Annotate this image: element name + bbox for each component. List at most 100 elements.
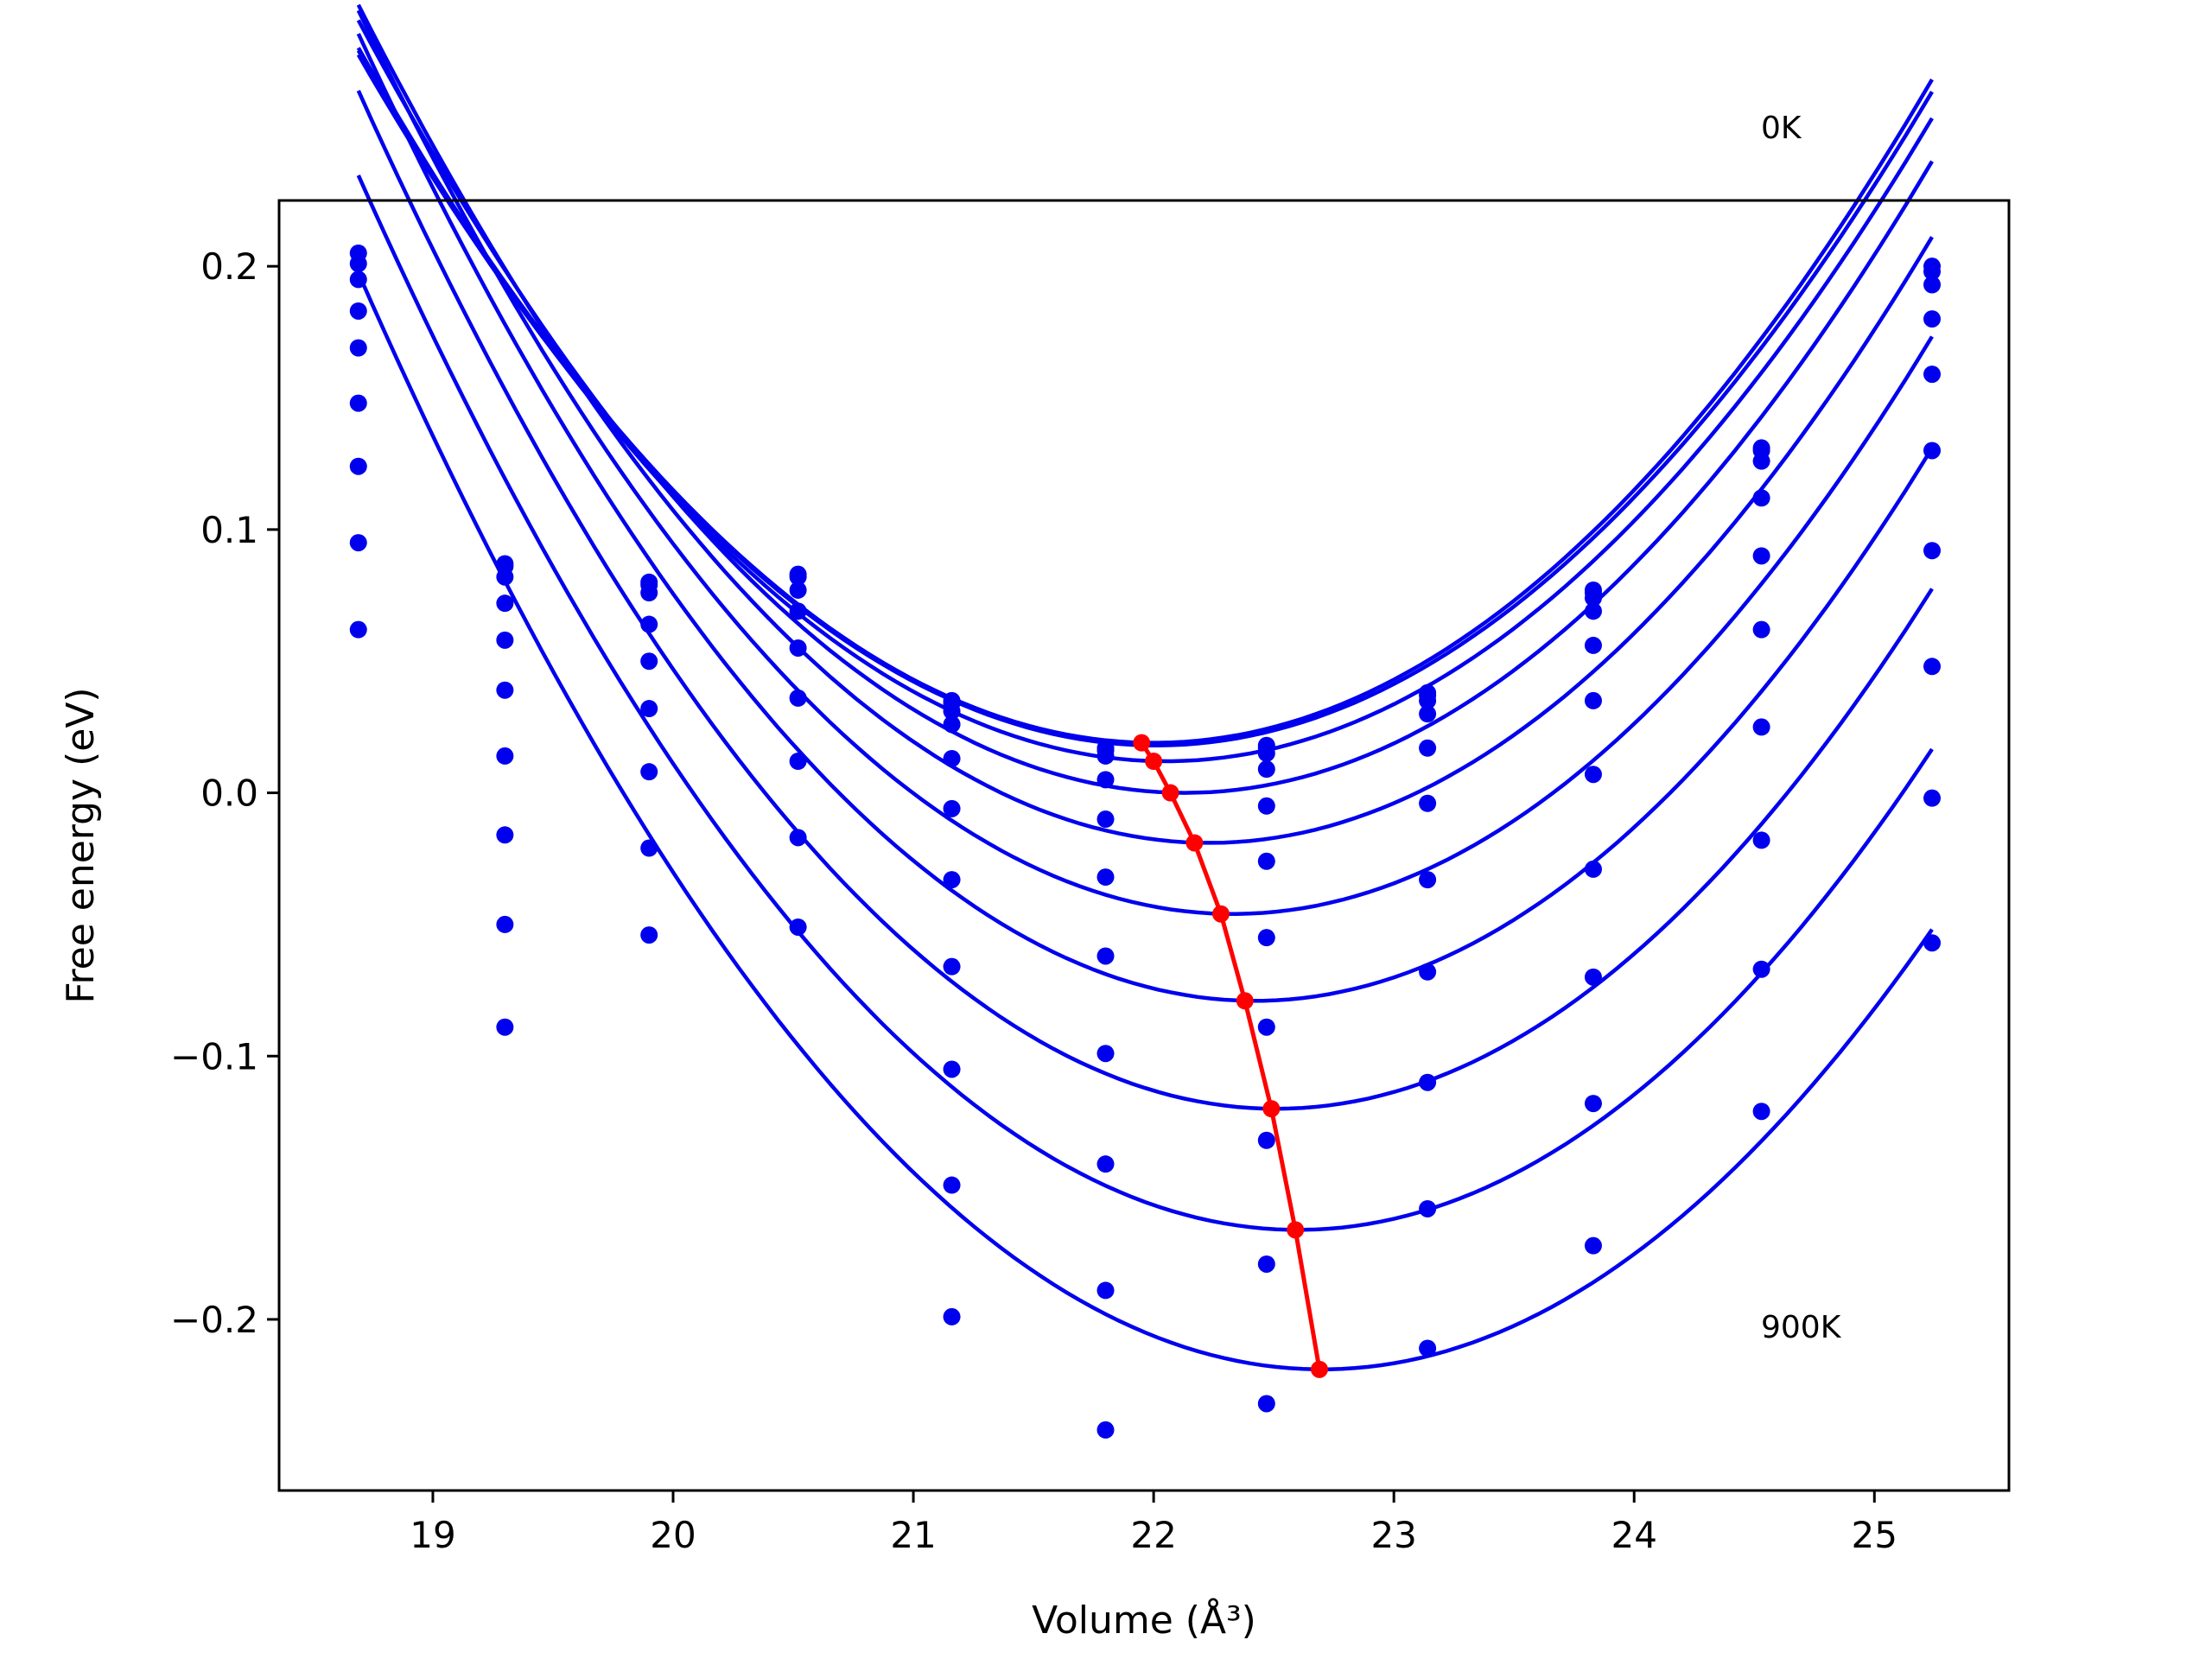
data-point [1419, 871, 1437, 889]
data-point [640, 926, 658, 944]
data-point [349, 457, 367, 475]
fit-curve [356, 19, 1934, 795]
data-point [496, 681, 514, 699]
data-point [1923, 276, 1942, 294]
data-point [1419, 1073, 1437, 1091]
data-point [1419, 1339, 1437, 1357]
data-point [1752, 489, 1770, 507]
x-tick-label: 25 [1852, 1514, 1897, 1556]
data-point [1584, 602, 1602, 620]
plot-frame [277, 199, 2011, 1492]
minimum-point [1133, 734, 1151, 752]
data-point [1923, 658, 1942, 676]
data-point [349, 394, 367, 412]
fit-curve [356, 10, 1934, 916]
fit-curve [356, 271, 1934, 1372]
data-point [640, 700, 658, 718]
y-tick-label: 0.0 [200, 772, 258, 815]
data-point [1923, 789, 1942, 807]
data-point [789, 568, 807, 586]
data-point [640, 615, 658, 633]
y-tick-label: 0.1 [200, 509, 258, 551]
data-point [1923, 310, 1942, 328]
data-point [1923, 442, 1942, 460]
data-point [349, 270, 367, 289]
data-point [1923, 542, 1942, 560]
data-point [349, 620, 367, 639]
x-axis-ticks: 19 20 21 22 23 24 25 [410, 1491, 1897, 1556]
minimum-point [1287, 1221, 1305, 1239]
data-point [943, 715, 961, 734]
annotation-900k: 900K [1761, 1310, 1842, 1345]
data-point [789, 829, 807, 847]
minimum-trace [1140, 741, 1322, 1370]
minimum-point [1262, 1100, 1281, 1118]
data-point [1584, 691, 1602, 709]
data-point [789, 602, 807, 620]
data-point [1257, 1018, 1275, 1036]
data-point [789, 918, 807, 936]
data-point [349, 302, 367, 320]
data-point [496, 915, 514, 933]
annotation-0k: 0K [1761, 111, 1802, 146]
data-point [640, 763, 658, 781]
data-point [789, 581, 807, 599]
data-point [1752, 547, 1770, 565]
data-point [1257, 929, 1275, 947]
data-point [1752, 831, 1770, 849]
x-tick-label: 22 [1130, 1514, 1176, 1556]
x-tick-label: 20 [650, 1514, 696, 1556]
data-point [1257, 760, 1275, 779]
data-point [943, 1060, 961, 1078]
minimum-point [1185, 834, 1204, 852]
data-point [496, 747, 514, 765]
data-point [496, 568, 514, 586]
x-tick-label: 21 [890, 1514, 936, 1556]
data-point [1752, 718, 1770, 736]
fit-curves [356, 3, 1934, 1372]
data-point [1257, 852, 1275, 870]
minimum-point [1236, 992, 1254, 1010]
data-point [1923, 263, 1942, 281]
data-point [1419, 1199, 1437, 1217]
data-point [496, 631, 514, 649]
fit-curve [356, 3, 1934, 845]
minimum-point [1310, 1360, 1328, 1378]
data-point [943, 871, 961, 889]
data-point [943, 1307, 961, 1325]
data-point [349, 255, 367, 273]
data-point [496, 1018, 514, 1036]
data-point [1584, 1236, 1602, 1255]
data-point [1584, 1095, 1602, 1113]
data-point [349, 339, 367, 357]
data-point [1096, 747, 1115, 765]
data-point [1096, 947, 1115, 965]
fit-curve [356, 89, 1934, 1111]
data-point [1752, 620, 1770, 639]
data-point [349, 534, 367, 552]
y-tick-label: −0.2 [170, 1299, 258, 1341]
fit-curve [356, 33, 1934, 1003]
data-point [789, 639, 807, 657]
data-point [1584, 968, 1602, 986]
data-point [640, 652, 658, 671]
data-point [1096, 1155, 1115, 1173]
minimum-point [1161, 784, 1179, 802]
y-axis-label: Free energy (eV) [59, 687, 103, 1003]
minimum-line [1133, 734, 1328, 1378]
y-tick-label: 0.2 [200, 245, 258, 288]
x-axis-label: Volume (Å³) [1032, 1597, 1256, 1643]
data-point [1752, 960, 1770, 978]
data-point [1584, 636, 1602, 654]
data-point [789, 689, 807, 707]
data-point [1923, 934, 1942, 952]
y-tick-label: −0.1 [170, 1035, 258, 1077]
data-point [1096, 1045, 1115, 1063]
data-point [1257, 1131, 1275, 1149]
data-point [943, 957, 961, 976]
data-point [1419, 794, 1437, 812]
data-point [789, 752, 807, 770]
data-point [1419, 691, 1437, 709]
x-tick-label: 24 [1611, 1514, 1657, 1556]
